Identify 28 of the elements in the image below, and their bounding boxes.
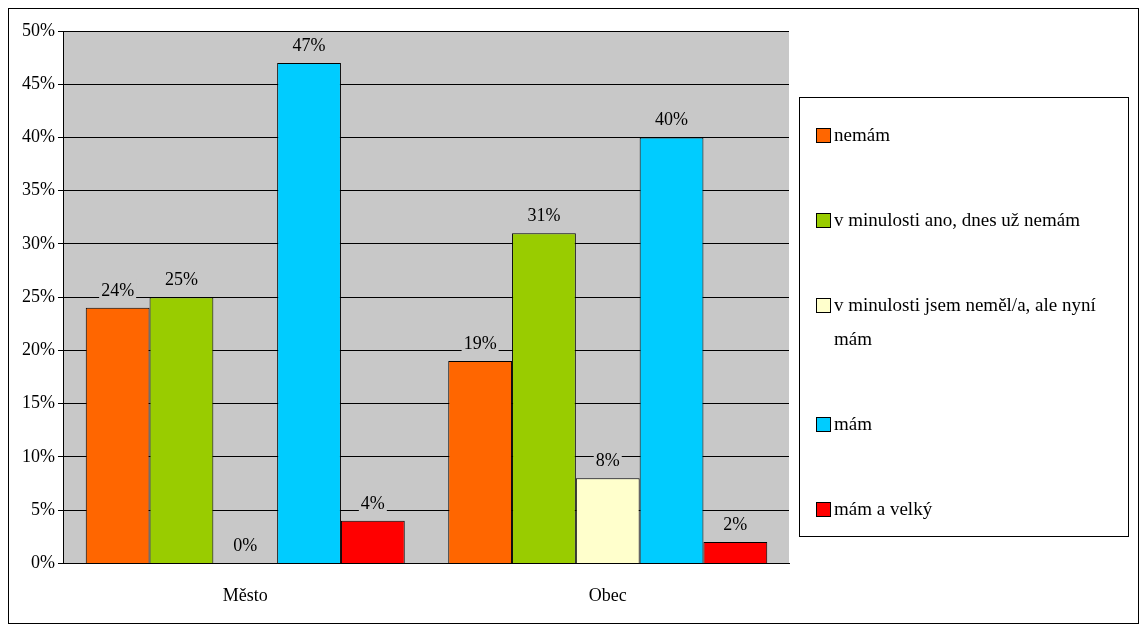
- data-label: 47%: [292, 34, 326, 55]
- x-tick-label: Obec: [588, 584, 627, 605]
- legend-label: mám: [834, 412, 872, 436]
- data-label: 40%: [655, 109, 689, 130]
- data-label: 8%: [595, 449, 620, 470]
- y-tick-label: 20%: [21, 339, 55, 360]
- y-tick-label: 10%: [21, 445, 55, 466]
- legend-label: v minulosti ano, dnes už nemám: [834, 208, 1080, 232]
- y-tick-label: 50%: [21, 19, 55, 40]
- y-tick-label: 45%: [21, 72, 55, 93]
- y-tick-label: 30%: [21, 232, 55, 253]
- data-label: 19%: [463, 332, 497, 353]
- legend-label: mám a velký: [834, 497, 933, 521]
- y-tick-label: 5%: [30, 498, 55, 519]
- x-tick-label: Město: [222, 584, 268, 605]
- data-label: 25%: [164, 268, 198, 289]
- data-label: 4%: [360, 492, 385, 513]
- y-tick-label: 40%: [21, 126, 55, 147]
- legend-label: nemám: [834, 123, 890, 147]
- y-tick-label: 0%: [30, 552, 55, 573]
- y-tick-label: 15%: [21, 392, 55, 413]
- y-tick-label: 35%: [21, 179, 55, 200]
- data-label: 0%: [233, 535, 258, 556]
- data-label: 2%: [723, 513, 748, 534]
- legend-label: v minulosti jsem neměl/a, ale nyní mám: [834, 293, 1097, 351]
- data-label: 31%: [527, 205, 561, 226]
- y-tick-label: 25%: [21, 285, 55, 306]
- data-label: 24%: [101, 279, 135, 300]
